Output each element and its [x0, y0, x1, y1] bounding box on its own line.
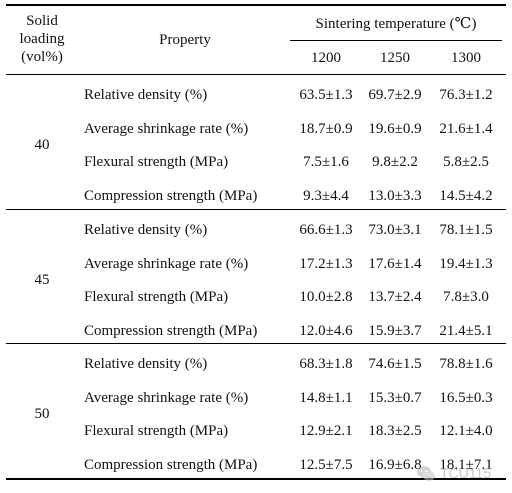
table-cell-value: 14.8±1.1	[299, 389, 353, 406]
temperature-subheader-rule	[290, 40, 502, 41]
header-bottom-rule	[6, 74, 506, 75]
watermark-text: TCU115	[440, 465, 492, 481]
table-cell-value: 10.0±2.8	[299, 289, 353, 305]
property-label: Average shrinkage rate (%)	[84, 120, 249, 137]
group-divider-2	[6, 343, 506, 344]
wechat-icon	[417, 466, 435, 481]
table-cell-value: 12.5±7.5	[299, 456, 353, 473]
table-cell-value: 78.1±1.5	[439, 222, 493, 238]
table-cell-value: 12.1±4.0	[439, 423, 493, 439]
property-label: Compression strength (MPa)	[84, 456, 258, 473]
table-cell-value: 63.5±1.3	[299, 87, 353, 103]
table-cell-value: 15.9±3.7	[368, 322, 422, 339]
table-cell-value: 7.5±1.6	[303, 154, 349, 170]
temp-header-1200: 1200	[311, 50, 341, 66]
table-bottom-rule	[6, 478, 506, 480]
table-top-rule	[6, 4, 506, 6]
solid-loading-header: Solid loading (vol%)	[0, 12, 84, 66]
solid-loading-line-3: (vol%)	[21, 49, 63, 65]
table-cell-value: 76.3±1.2	[439, 87, 493, 103]
table-cell-value: 16.5±0.3	[439, 389, 493, 406]
table-cell-value: 74.6±1.5	[368, 356, 422, 372]
sintering-temperature-header: Sintering temperature (℃)	[315, 16, 477, 32]
table-cell-value: 19.4±1.3	[439, 255, 493, 272]
watermark: TCU115	[414, 462, 504, 488]
table-cell-value: 13.7±2.4	[368, 289, 422, 305]
property-label: Average shrinkage rate (%)	[84, 255, 249, 272]
table-cell-value: 18.7±0.9	[299, 120, 353, 137]
table-cell-value: 16.9±6.8	[368, 456, 422, 473]
table-cell-value: 5.8±2.5	[443, 154, 489, 170]
table-cell-value: 73.0±3.1	[368, 222, 422, 238]
property-label: Compression strength (MPa)	[84, 322, 258, 339]
solid-loading-line-2: loading	[19, 31, 65, 47]
temp-header-1250: 1250	[380, 50, 410, 66]
property-label: Flexural strength (MPa)	[84, 423, 229, 439]
table-cell-value: 18.3±2.5	[368, 423, 422, 439]
solid-loading-value: 45	[34, 272, 50, 289]
table-cell-value: 21.4±5.1	[439, 322, 493, 339]
table-cell-value: 19.6±0.9	[368, 120, 422, 137]
property-label: Relative density (%)	[84, 222, 208, 238]
table-cell-value: 18.1±7.1	[439, 456, 493, 473]
table-cell-value: 12.9±2.1	[299, 423, 353, 439]
table-cell-value: 69.7±2.9	[368, 87, 422, 103]
table-cell-value: 15.3±0.7	[368, 389, 422, 406]
table-cell-value: 12.0±4.6	[299, 322, 353, 339]
solid-loading-line-1: Solid	[26, 13, 58, 29]
table-cell-value: 13.0±3.3	[368, 187, 422, 204]
table-cell-value: 17.6±1.4	[368, 255, 422, 272]
table-cell-value: 9.3±4.4	[303, 187, 349, 204]
property-label: Relative density (%)	[84, 87, 208, 103]
table-cell-value: 17.2±1.3	[299, 255, 353, 272]
table-cell-value: 21.6±1.4	[439, 120, 493, 137]
property-label: Flexural strength (MPa)	[84, 154, 229, 170]
solid-loading-value: 40	[34, 137, 50, 154]
property-label: Compression strength (MPa)	[84, 187, 258, 204]
solid-loading-value: 50	[34, 406, 50, 423]
table-cell-value: 66.6±1.3	[299, 222, 353, 238]
temp-header-1300: 1300	[451, 50, 481, 66]
table-cell-value: 68.3±1.8	[299, 356, 353, 372]
table-cell-value: 14.5±4.2	[439, 187, 493, 204]
group-divider-1	[6, 209, 506, 210]
table-cell-value: 78.8±1.6	[439, 356, 493, 372]
property-label: Relative density (%)	[84, 356, 208, 372]
property-label: Flexural strength (MPa)	[84, 289, 229, 305]
table-cell-value: 7.8±3.0	[443, 289, 489, 305]
table-cell-value: 9.8±2.2	[372, 154, 418, 170]
property-header: Property	[159, 32, 211, 48]
property-label: Average shrinkage rate (%)	[84, 389, 249, 406]
